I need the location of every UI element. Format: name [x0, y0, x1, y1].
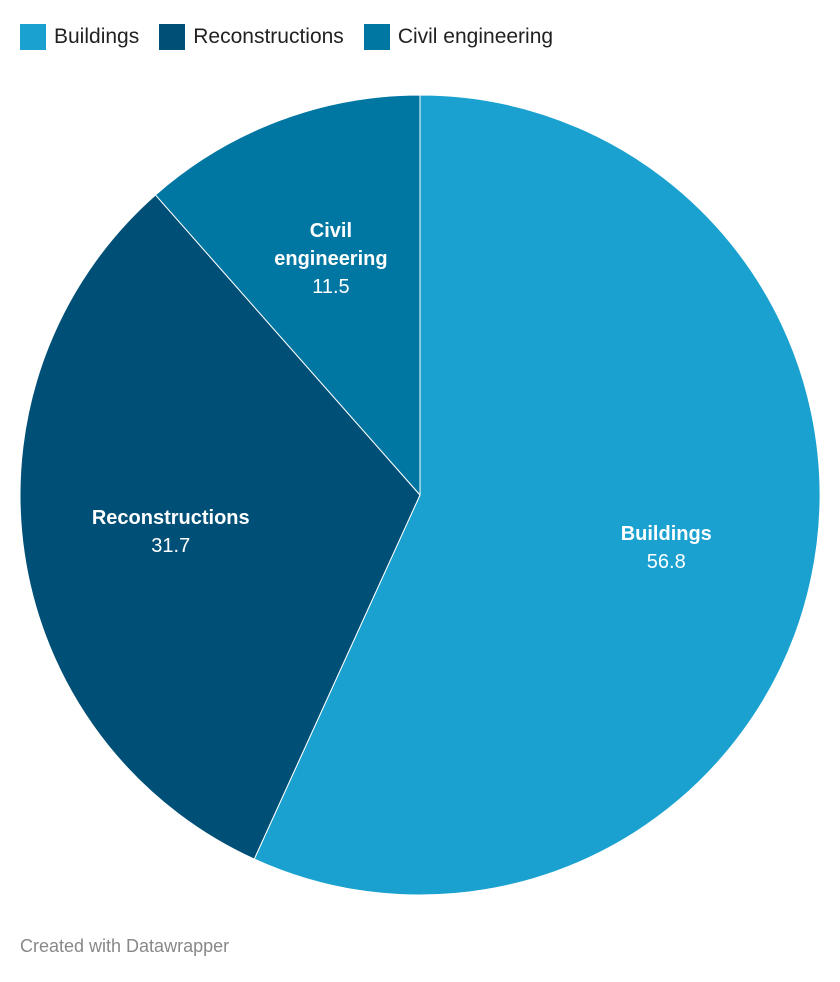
- slice-label: Civil engineering 11.5: [261, 217, 401, 301]
- legend-label: Reconstructions: [193, 25, 344, 48]
- legend: Buildings Reconstructions Civil engineerin…: [20, 24, 553, 50]
- legend-swatch: [20, 24, 46, 50]
- legend-label: Buildings: [54, 25, 140, 48]
- legend-item: Reconstructions: [159, 24, 344, 50]
- footer: Created with Datawrapper: [20, 936, 230, 956]
- slice-label: Reconstructions 31.7: [76, 504, 266, 560]
- slice-value: 56.8: [646, 551, 686, 574]
- pie-slice: [154, 94, 421, 497]
- slice-name: Reconstructions: [91, 507, 250, 530]
- pie-slice: [253, 94, 821, 896]
- slice-name: Civil engineering: [274, 220, 388, 271]
- pie-slice: [19, 194, 421, 860]
- legend-item: Civil engineering: [363, 24, 554, 50]
- slice-name: Buildings: [620, 523, 712, 546]
- slice-label: Buildings 56.8: [571, 520, 761, 576]
- legend-label: Civil engineering: [397, 25, 554, 48]
- slice-value: 11.5: [312, 276, 350, 299]
- legend-item: Buildings: [20, 24, 139, 50]
- slice-value: 31.7: [151, 535, 191, 558]
- legend-swatch: [159, 24, 186, 50]
- legend-swatch: [363, 24, 390, 50]
